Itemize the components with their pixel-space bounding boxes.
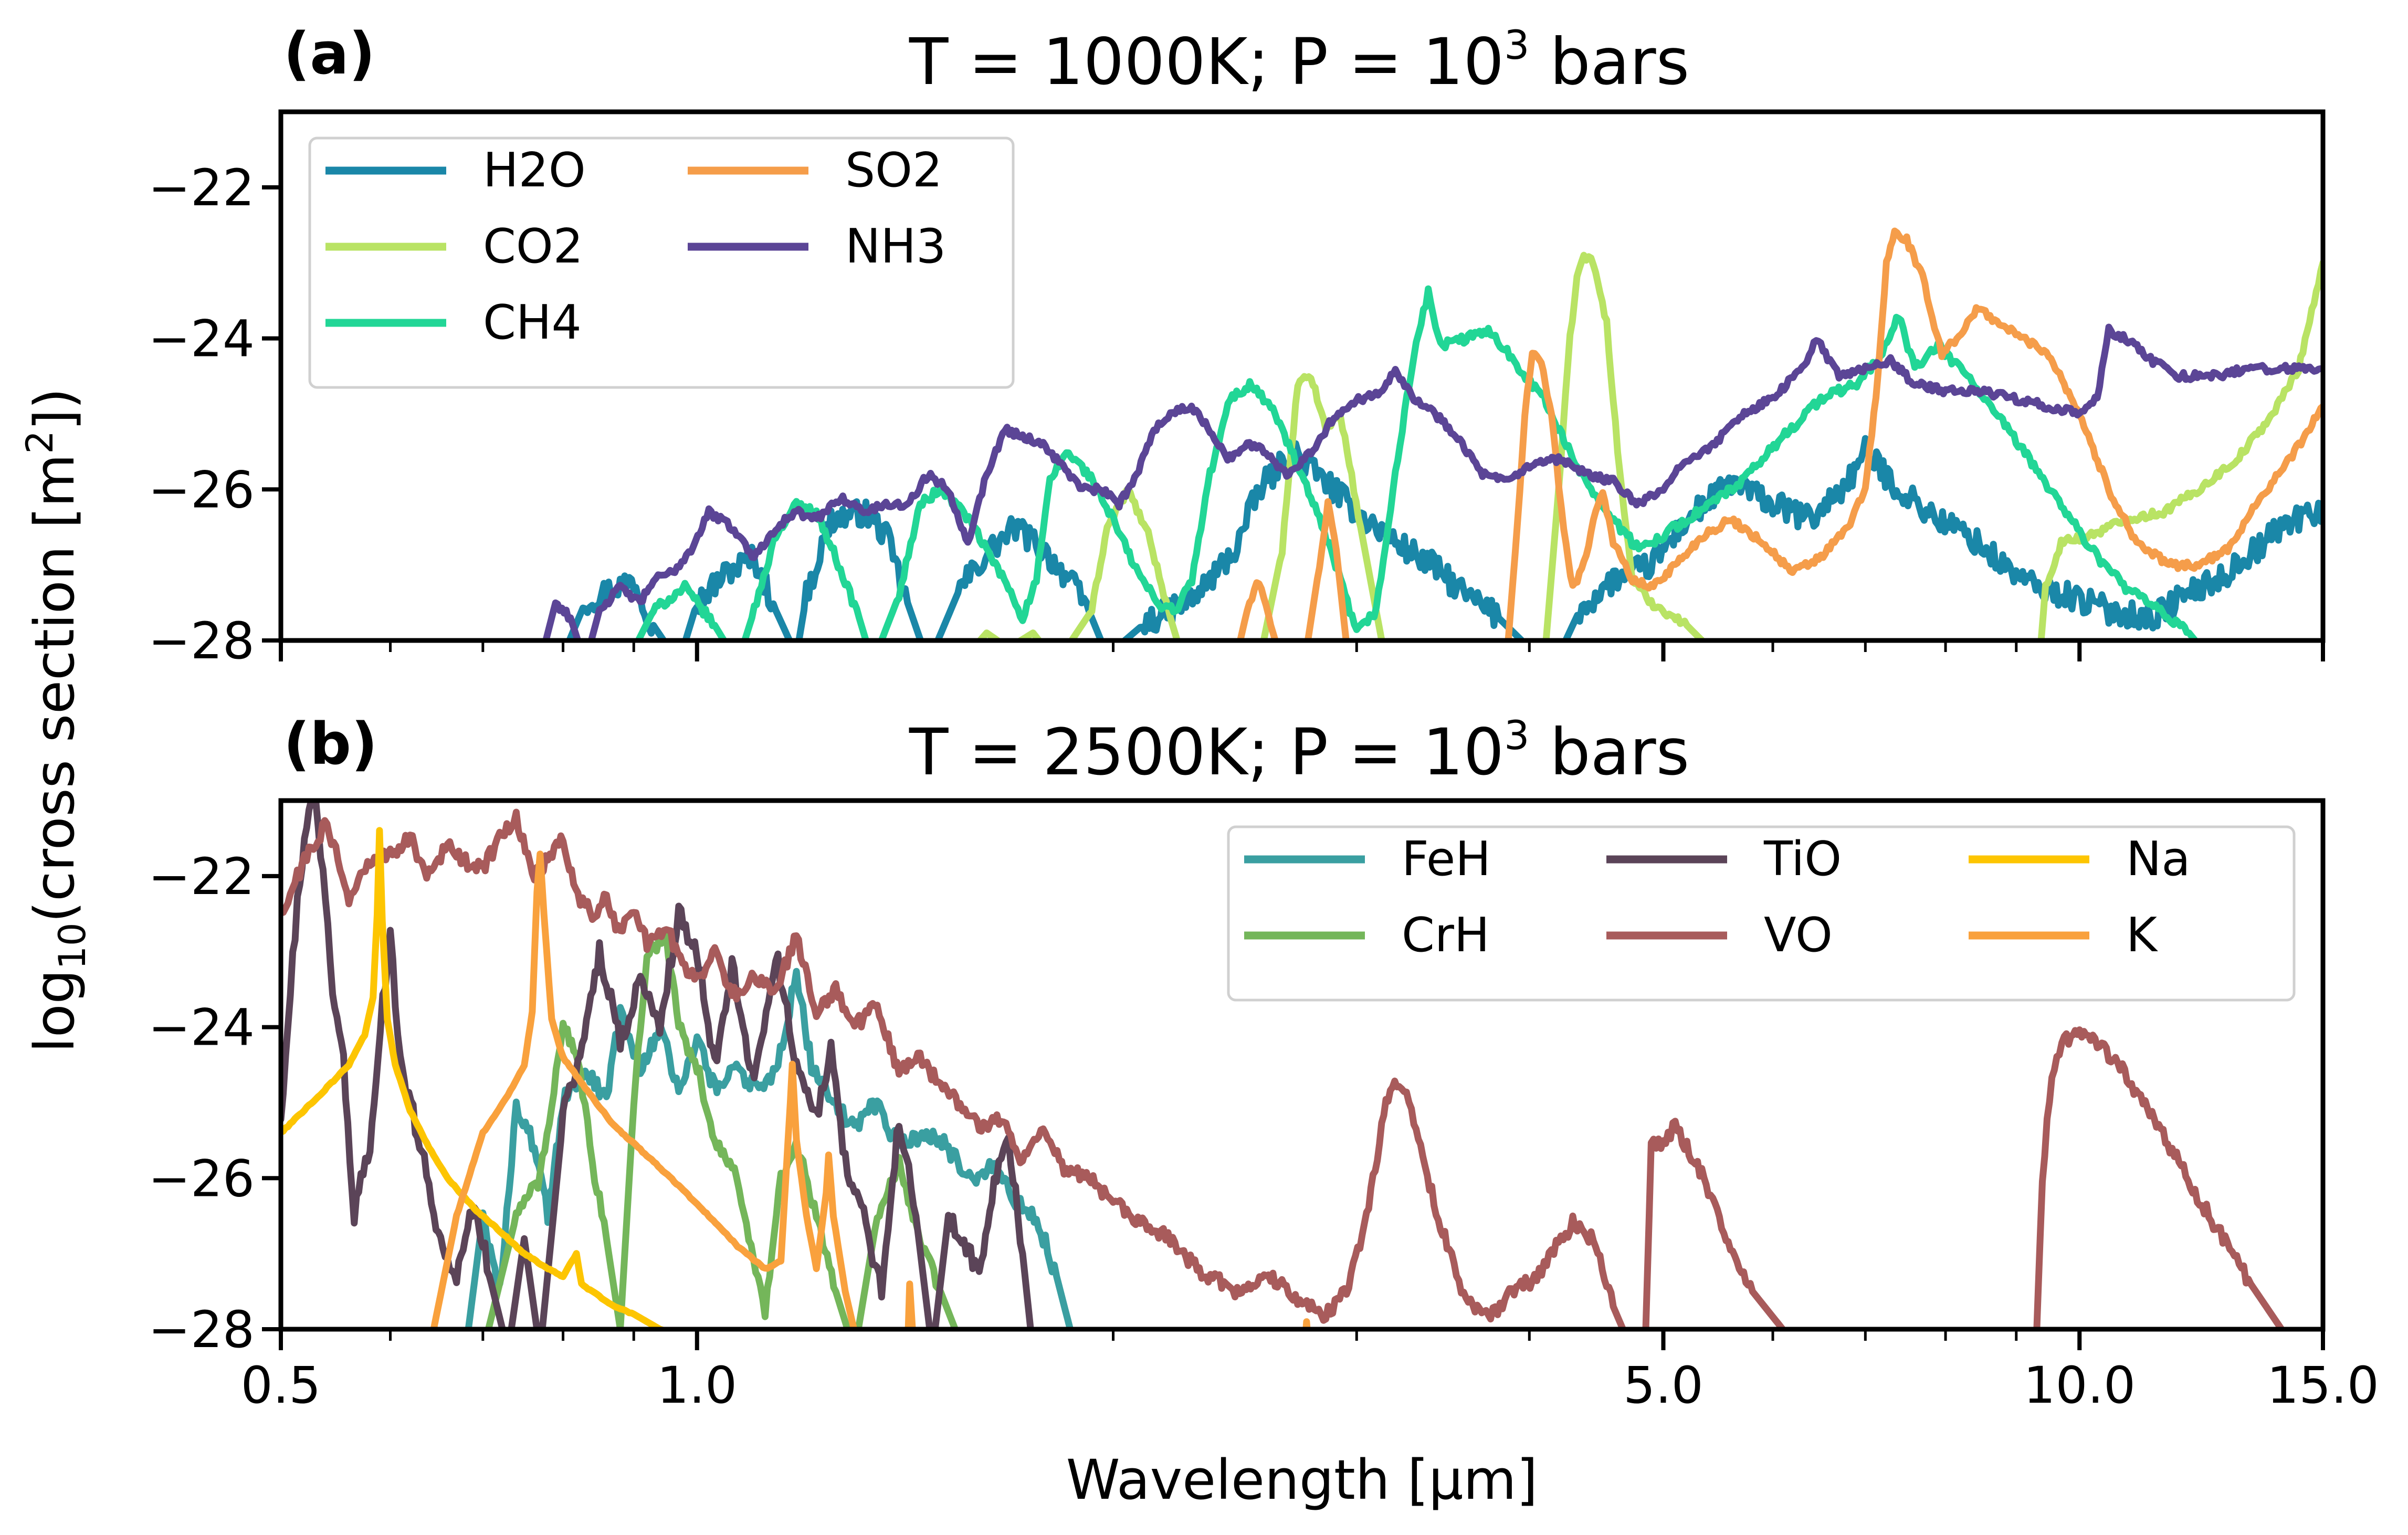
panel-title-b: T = 2500K; P = 103 bars	[909, 712, 1689, 790]
panel-label-a: (a)	[283, 20, 375, 87]
y-axis-label: log10(cross section [m2])	[18, 388, 94, 1053]
plot-area-b	[281, 801, 2286, 1329]
legend-label-k: K	[2126, 908, 2158, 963]
panel-title-a: T = 1000K; P = 103 bars	[909, 22, 1689, 99]
x-tick-label: 15.0	[2267, 1356, 2379, 1415]
series-line-crh	[485, 930, 959, 1329]
y-tick-label-a: −26	[148, 460, 255, 519]
y-tick-label-b: −24	[148, 998, 255, 1057]
legend-label-vo: VO	[1764, 908, 1833, 963]
y-tick-label-a: −22	[148, 159, 255, 217]
legend-label-crh: CrH	[1402, 908, 1490, 963]
x-tick-label: 0.5	[241, 1356, 321, 1415]
legend-a: H2O CO2 CH4 SO2 NH3	[308, 136, 1015, 389]
x-tick-label: 1.0	[657, 1356, 737, 1415]
legend-label-nh3: NH3	[845, 219, 946, 274]
y-axis-a: −22 −24 −26 −28	[148, 159, 281, 670]
x-axis-b: 0.5 1.0 5.0 10.0 15.0	[241, 1329, 2379, 1415]
axes-frame-a	[278, 109, 2326, 643]
x-axis-label: Wavelength [μm]	[1066, 1448, 1538, 1512]
legend-box-a	[308, 136, 1015, 389]
panel-a: (a) T = 1000K; P = 103 bars −22 −24 −26 −28…	[148, 20, 2326, 670]
series-line-k	[430, 850, 1311, 1329]
plot-area-a	[542, 227, 2323, 640]
legend-label-tio: TiO	[1763, 832, 1842, 887]
series-line-so2	[1236, 227, 2323, 640]
x-axis-a	[279, 640, 2325, 661]
legend-b: FeH CrH TiO VO Na K	[1227, 825, 2296, 1002]
legend-label-ch4: CH4	[483, 295, 582, 350]
legend-box-b	[1227, 825, 2296, 1002]
y-tick-label-b: −22	[148, 847, 255, 906]
series-line-nh3	[542, 323, 2323, 640]
y-axis-b: −22 −24 −26 −28	[148, 847, 281, 1359]
series-line-co2	[975, 251, 2323, 640]
x-tick-label: 10.0	[2023, 1356, 2136, 1415]
panel-b: (b) T = 2500K; P = 103 bars −22 −24 −26 −28…	[148, 710, 2379, 1415]
legend-label-so2: SO2	[845, 143, 942, 198]
legend-label-h2o: H2O	[483, 143, 586, 198]
x-tick-label: 5.0	[1623, 1356, 1704, 1415]
legend-label-na: Na	[2126, 832, 2190, 887]
series-line-vo	[281, 808, 2286, 1329]
y-tick-label-b: −28	[148, 1300, 255, 1359]
y-tick-label-a: −28	[148, 612, 255, 670]
series-line-h2o	[565, 435, 2323, 640]
y-tick-label-b: −26	[148, 1149, 255, 1208]
legend-label-co2: CO2	[483, 219, 583, 274]
y-tick-label-a: −24	[148, 310, 255, 369]
series-line-ch4	[634, 285, 2200, 640]
legend-label-feh: FeH	[1402, 832, 1491, 887]
axes-frame-b	[278, 798, 2326, 1332]
panel-label-b: (b)	[283, 710, 377, 777]
series-line-na	[281, 827, 672, 1329]
